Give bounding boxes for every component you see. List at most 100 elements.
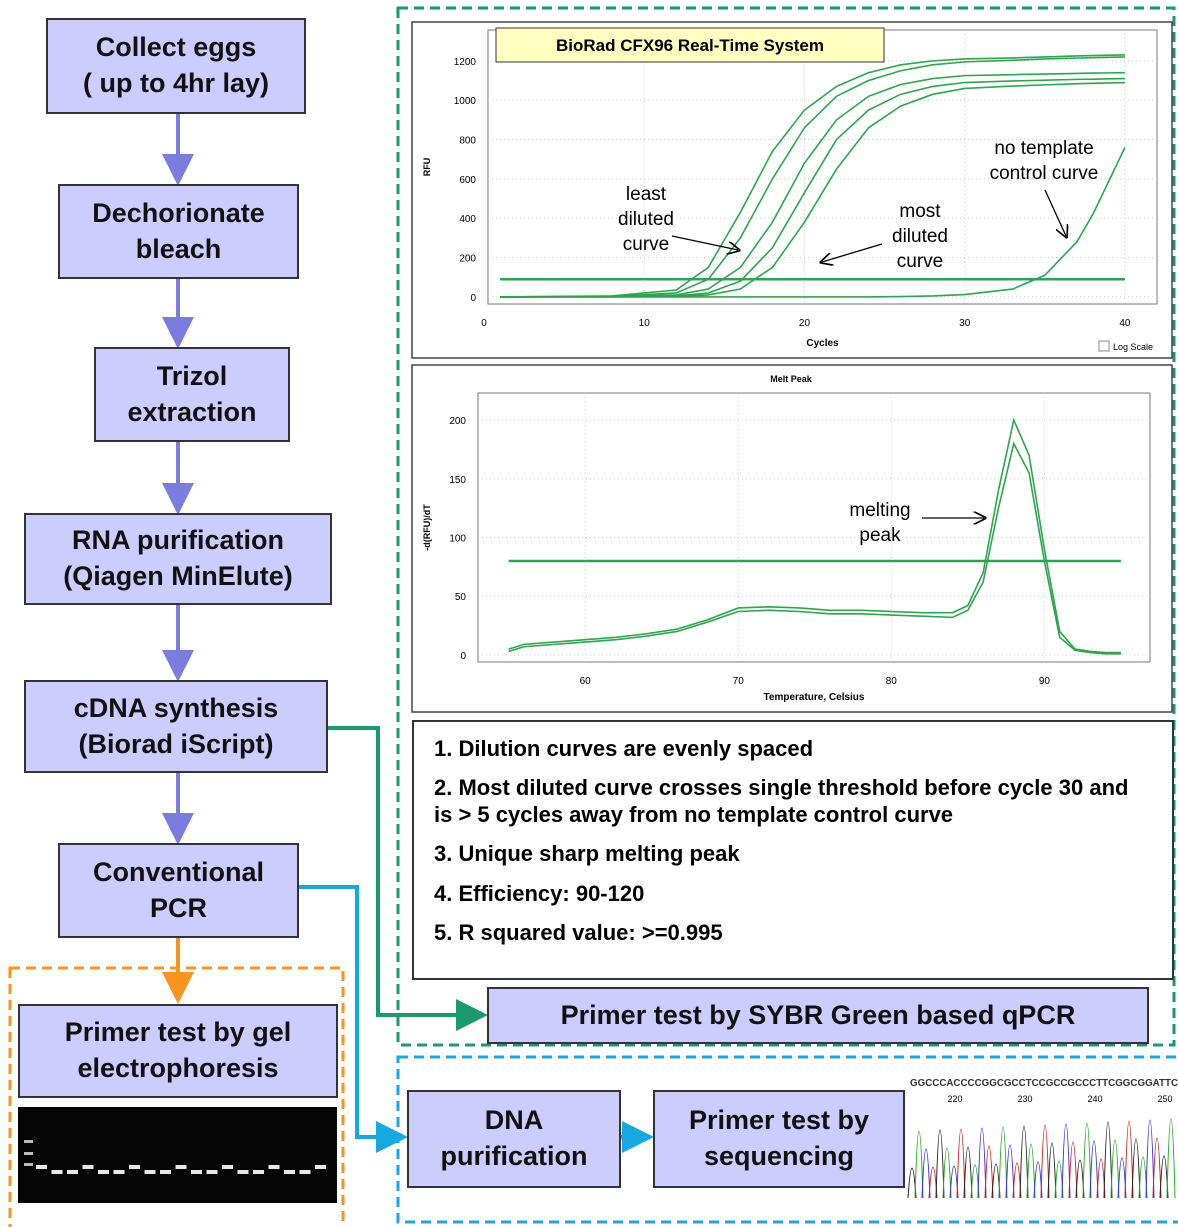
step-label: Primer test by gel: [65, 1015, 292, 1051]
annotation: no template: [994, 138, 1093, 159]
x-tick-label: 40: [1119, 318, 1131, 329]
step-label: Dechorionate: [92, 196, 265, 232]
gel-band: [176, 1165, 187, 1169]
gel-ladder: [24, 1152, 33, 1155]
x-axis-label: Cycles: [806, 338, 839, 349]
x-tick-label: 20: [799, 318, 811, 329]
checkbox: [1099, 341, 1109, 351]
y-axis-label: RFU: [422, 158, 432, 177]
step-box: Primer test by gelelectrophoresis: [18, 1004, 338, 1098]
plot-area: [478, 393, 1150, 662]
step-label: (Biorad iScript): [78, 727, 273, 763]
step-box: Dechorionatebleach: [58, 184, 299, 279]
step-label: (Qiagen MinElute): [63, 559, 293, 595]
x-tick-label: 10: [639, 318, 651, 329]
gel-ladder: [24, 1140, 33, 1143]
x-tick-label: 80: [886, 676, 898, 687]
step-box: cDNA synthesis(Biorad iScript): [24, 680, 328, 773]
step-label: cDNA synthesis: [74, 691, 279, 727]
gel-band: [83, 1165, 94, 1169]
annotation: least: [626, 184, 667, 205]
gel-band: [284, 1170, 295, 1174]
annotation: curve: [623, 234, 669, 255]
gel-band: [98, 1170, 109, 1174]
y-tick-label: 200: [459, 254, 476, 265]
annotation: curve: [897, 251, 943, 272]
step-box: DNApurification: [407, 1090, 621, 1188]
step-label: RNA purification: [72, 523, 284, 559]
step-label: Collect eggs: [96, 30, 257, 66]
gel-band: [207, 1170, 218, 1174]
step-label: bleach: [136, 232, 222, 268]
y-tick-label: 800: [459, 136, 476, 147]
gel-ladder: [24, 1163, 33, 1166]
plot-title: Melt Peak: [770, 374, 813, 384]
criteria-item: 5. R squared value: >=0.995: [434, 920, 1152, 946]
y-tick-label: 600: [459, 175, 476, 186]
step-box: Collect eggs( up to 4hr lay): [46, 18, 306, 114]
sequence-position: 230: [1017, 1094, 1032, 1104]
step-label: sequencing: [704, 1139, 854, 1175]
x-tick-label: 70: [733, 676, 745, 687]
annotation: peak: [859, 525, 901, 546]
y-tick-label: 200: [449, 416, 466, 427]
gel-band: [222, 1165, 233, 1169]
step-label: Primer test by: [689, 1103, 869, 1139]
gel-band: [269, 1165, 280, 1169]
annotation: control curve: [990, 163, 1099, 184]
sequence-position: 250: [1157, 1094, 1172, 1104]
gel-band: [67, 1170, 78, 1174]
y-tick-label: 1200: [454, 57, 477, 68]
gel-band: [191, 1170, 202, 1174]
x-axis-label: Temperature, Celsius: [764, 692, 865, 703]
y-tick-label: 400: [459, 214, 476, 225]
gel-band: [129, 1165, 140, 1169]
annotation: diluted: [892, 226, 948, 247]
criteria-item: 3. Unique sharp melting peak: [434, 841, 1152, 867]
y-axis-label: -d(RFU)/dT: [422, 504, 432, 551]
step-label: PCR: [150, 891, 207, 927]
annotation: diluted: [618, 209, 674, 230]
criteria-item: 4. Efficiency: 90-120: [434, 881, 1152, 907]
qpcr-box: Primer test by SYBR Green based qPCR: [487, 987, 1149, 1044]
step-label: extraction: [127, 395, 256, 431]
gel-image: [18, 1107, 337, 1203]
sequence-position: 220: [947, 1094, 962, 1104]
gel-band: [160, 1170, 171, 1174]
sequence: GGCCCACCCCGGCGCCTCCGCCGCCCTTCGGCGGATTC: [910, 1077, 1178, 1089]
y-tick-label: 0: [470, 293, 476, 304]
criteria-item: 2. Most diluted curve crosses single thr…: [434, 775, 1152, 828]
gel-band: [253, 1170, 264, 1174]
gel-band: [114, 1170, 125, 1174]
checkbox-label: Log Scale: [1113, 342, 1153, 352]
gel-band: [238, 1170, 249, 1174]
page: GGCCCACCCCGGCGCCTCCGCCGCCCTTCGGCGGATTC 0…: [0, 0, 1178, 1227]
x-tick-label: 0: [481, 318, 487, 329]
criteria-box: 1. Dilution curves are evenly spaced 2. M…: [412, 720, 1174, 980]
gel-band: [145, 1170, 156, 1174]
y-tick-label: 1000: [454, 96, 477, 107]
y-tick-label: 150: [449, 475, 466, 486]
gel-band: [300, 1170, 311, 1174]
step-label: purification: [441, 1139, 588, 1175]
x-tick-label: 90: [1039, 676, 1051, 687]
annotation: most: [899, 201, 941, 222]
plot-title: BioRad CFX96 Real-Time System: [556, 36, 824, 55]
criteria-item: 1. Dilution curves are evenly spaced: [434, 736, 1152, 762]
step-label: electrophoresis: [77, 1051, 278, 1087]
sequence-position: 240: [1087, 1094, 1102, 1104]
gel-band: [315, 1165, 326, 1169]
step-label: DNA: [485, 1103, 544, 1139]
gel-band: [52, 1170, 63, 1174]
x-tick-label: 60: [580, 676, 592, 687]
step-box: RNA purification(Qiagen MinElute): [24, 513, 332, 605]
y-tick-label: 100: [449, 533, 466, 544]
annotation: melting: [849, 500, 910, 521]
step-label: Conventional: [93, 855, 264, 891]
step-label: ( up to 4hr lay): [83, 66, 269, 102]
x-tick-label: 30: [959, 318, 971, 329]
